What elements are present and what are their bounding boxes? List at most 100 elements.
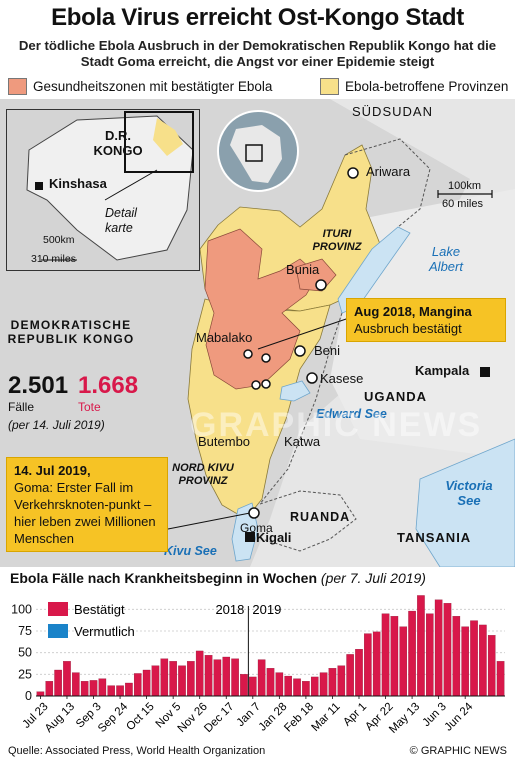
bar-confirmed bbox=[249, 676, 257, 697]
mangina-callout-text: Ausbruch bestätigt bbox=[354, 321, 462, 336]
inset-detail-label: Detail karte bbox=[105, 206, 137, 235]
place-label-kasese: Kasese bbox=[320, 371, 364, 386]
water-label-victoria-see: Victoria See bbox=[445, 478, 493, 508]
bar-confirmed bbox=[178, 665, 186, 697]
bar-confirmed bbox=[151, 665, 160, 697]
province-label-ituri: ITURI PROVINZ bbox=[312, 228, 362, 253]
inset-country-label: D.R. KONGO bbox=[93, 128, 143, 158]
scale-label-miles: 60 miles bbox=[442, 198, 483, 210]
bar-confirmed bbox=[160, 658, 169, 697]
goma-callout: 14. Jul 2019, Goma: Erster Fall im Verke… bbox=[6, 457, 168, 552]
bar-confirmed bbox=[89, 680, 98, 697]
globe-locator bbox=[217, 110, 299, 192]
bar-confirmed bbox=[36, 691, 45, 697]
cases-label: Fälle bbox=[8, 400, 35, 414]
year-label-2019: 2019 bbox=[252, 602, 281, 617]
bar-confirmed bbox=[487, 635, 496, 697]
bar-confirmed bbox=[195, 650, 204, 697]
bar-confirmed bbox=[399, 626, 408, 697]
legend-swatch-confirmed bbox=[48, 602, 68, 616]
town-markers bbox=[243, 167, 359, 519]
bar-confirmed bbox=[142, 669, 151, 697]
bar-confirmed bbox=[240, 674, 248, 697]
bar-confirmed bbox=[310, 676, 319, 697]
x-tick-label: Jun 24 bbox=[442, 700, 475, 733]
place-label-bunia: Bunia bbox=[286, 262, 320, 277]
inset-capital-label: Kinshasa bbox=[49, 176, 107, 191]
y-tick-label: 50 bbox=[18, 646, 32, 660]
legend-label-confirmed: Bestätigt bbox=[74, 602, 125, 617]
bar-confirmed bbox=[355, 649, 363, 697]
place-label-kigali: Kigali bbox=[256, 530, 292, 545]
bar-confirmed bbox=[54, 669, 62, 697]
goma-callout-text: Goma: Erster Fall im Verkehrsknoten-punk… bbox=[14, 480, 156, 546]
inset-scale-km: 500km bbox=[43, 234, 75, 246]
bar-confirmed bbox=[381, 613, 390, 697]
place-label-mabalako: Mabalako bbox=[196, 330, 253, 345]
legend-affected-provinces: Ebola-betroffene Provinzen bbox=[320, 76, 508, 96]
bar-confirmed bbox=[452, 616, 461, 697]
chart-title-note: (per 7. Juli 2019) bbox=[320, 570, 426, 586]
bar-confirmed bbox=[426, 613, 434, 697]
bar-confirmed bbox=[204, 655, 213, 697]
goma-leader bbox=[167, 512, 251, 530]
border-drc-uganda bbox=[259, 138, 431, 505]
bar-confirmed bbox=[107, 685, 115, 697]
capital-markers bbox=[245, 367, 490, 542]
x-tick-label: Feb 18 bbox=[282, 701, 316, 735]
bar-confirmed bbox=[187, 661, 195, 697]
bar-confirmed bbox=[417, 595, 425, 697]
lake-albert-shape bbox=[337, 226, 411, 314]
lake-victoria-shape bbox=[415, 438, 515, 567]
bar-confirmed bbox=[434, 599, 443, 697]
chart-title-text: Ebola Fälle nach Krankheitsbeginn in Woc… bbox=[10, 570, 318, 586]
country-label-uganda: UGANDA bbox=[364, 389, 428, 404]
bar-confirmed bbox=[45, 681, 54, 697]
mangina-callout: Aug 2018, Mangina Ausbruch bestätigt bbox=[346, 298, 506, 342]
x-tick-label: Mar 11 bbox=[309, 701, 342, 734]
deaths-label: Tote bbox=[78, 400, 101, 414]
y-tick-label: 25 bbox=[18, 667, 32, 681]
cases-count: 2.501 bbox=[8, 372, 69, 399]
mangina-leader bbox=[257, 316, 353, 350]
country-label-drc: DEMOKRATISCHE REPUBLIK KONGO bbox=[7, 318, 135, 346]
bar-confirmed bbox=[443, 603, 452, 697]
x-tick-label: Dec 17 bbox=[202, 701, 236, 735]
deaths-count: 1.668 bbox=[78, 372, 139, 399]
legend-confirmed-zones: Gesundheitszonen mit bestätigter Ebola bbox=[8, 76, 272, 96]
bar-confirmed bbox=[337, 665, 346, 697]
mangina-callout-title: Aug 2018, Mangina bbox=[354, 304, 472, 319]
bar-confirmed bbox=[372, 631, 381, 697]
province-label-nord-kivu: NORD KIVU PROVINZ bbox=[172, 462, 234, 487]
legend-label-probable: Vermutlich bbox=[74, 624, 135, 639]
bar-confirmed bbox=[364, 633, 372, 697]
bar-confirmed bbox=[125, 682, 133, 697]
bar-confirmed bbox=[222, 656, 231, 697]
place-label-katwa: Katwa bbox=[284, 434, 321, 449]
country-label-rwanda: RUANDA bbox=[290, 510, 351, 524]
page-subtitle: Der tödliche Ebola Ausbruch in der Demok… bbox=[18, 38, 497, 69]
bar-confirmed bbox=[496, 661, 505, 697]
place-label-goma: Goma bbox=[240, 521, 273, 535]
x-tick-label: Aug 13 bbox=[43, 701, 77, 735]
goma-callout-title: 14. Jul 2019, bbox=[14, 463, 91, 478]
bar-confirmed bbox=[284, 675, 292, 697]
country-label-tanzania: TANSANIA bbox=[397, 530, 472, 545]
bar-confirmed bbox=[63, 661, 71, 697]
water-label-edward-see: Edward See bbox=[316, 407, 387, 421]
bar-confirmed bbox=[231, 658, 239, 697]
legend-swatch-probable bbox=[48, 624, 68, 638]
bar-confirmed bbox=[116, 685, 124, 697]
watermark: GRAPHIC NEWS bbox=[190, 406, 483, 444]
bar-confirmed bbox=[72, 672, 80, 697]
country-label-south-sudan: SÜDSUDAN bbox=[352, 104, 433, 119]
bar-confirmed bbox=[346, 654, 354, 697]
inset-scale-miles: 310 miles bbox=[31, 253, 76, 265]
x-tick-label: Sep 24 bbox=[96, 700, 131, 735]
bar-confirmed bbox=[98, 678, 107, 697]
bar-confirmed bbox=[390, 616, 399, 697]
inset-map-shape bbox=[7, 110, 199, 270]
legend-label-provinces: Ebola-betroffene Provinzen bbox=[345, 78, 509, 94]
case-stats: 2.501 Fälle 1.668 Tote (per 14. Juli 201… bbox=[8, 372, 139, 432]
stats-date: (per 14. Juli 2019) bbox=[8, 418, 105, 432]
